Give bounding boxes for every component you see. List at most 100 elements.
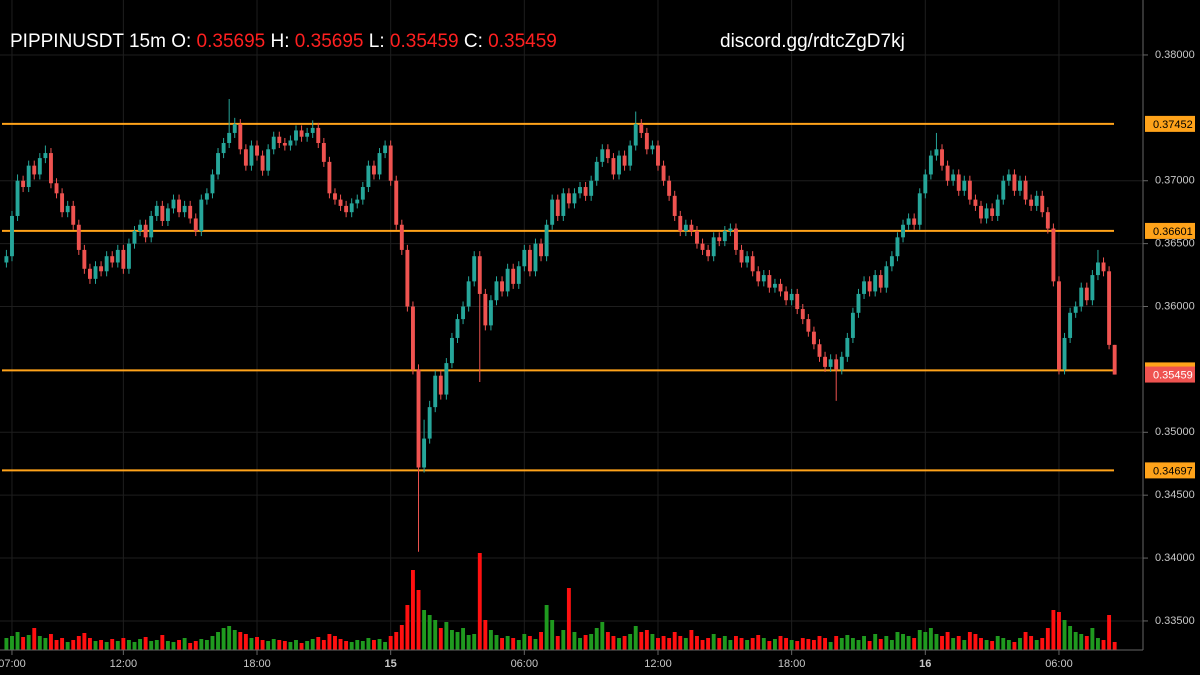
candle-body [65,205,70,213]
candle-body [745,256,750,263]
volume-bar [99,640,104,650]
volume-bar [912,638,917,650]
y-tick-label: 0.36500 [1155,238,1195,250]
x-tick-label: 15 [385,658,397,670]
volume-bar [1006,640,1011,650]
volume-bar [132,642,137,650]
candle-body [483,293,488,326]
volume-bar [282,641,287,650]
level-tag-label: 0.37452 [1153,119,1193,131]
volume-bar [984,640,989,650]
volume-bar [60,638,65,650]
volume-bar [366,638,371,650]
volume-bar [990,641,995,650]
volume-bar [901,634,905,650]
volume-bar [533,639,538,650]
x-tick-label: 16 [919,658,931,670]
volume-bar [399,625,404,650]
volume-bar [249,638,254,650]
volume-bar [756,635,761,650]
candle-body [338,199,343,206]
volume-bar [444,622,449,650]
volume-bar [895,632,900,650]
candle-body [912,218,917,225]
candle-body [828,359,833,367]
volume-bar [82,633,87,650]
candle-body [750,256,755,272]
candle-body [784,291,789,301]
candle-body [1023,180,1028,200]
volume-bar [310,639,315,650]
x-tick-label: 06:00 [1045,658,1073,670]
volume-bar [54,640,59,650]
volume-bar [416,590,421,650]
candle-body [299,130,304,137]
candle-body [979,205,983,219]
candle-body [795,293,800,310]
candle-body [683,224,688,232]
volume-bar [711,634,716,650]
x-tick-label: 18:00 [778,658,806,670]
volume-bar [427,615,432,650]
candle-body [628,145,633,166]
volume-bar [850,638,855,650]
ohlc-value: 0.35695 [197,31,266,52]
volume-bar [165,641,170,650]
candle-body [617,155,621,175]
volume-bar [43,638,48,650]
candle-body [889,256,894,267]
candle-body [438,375,443,395]
candle-body [806,319,811,332]
volume-bar [511,638,516,650]
volume-bar [1096,638,1100,650]
candle-body [533,243,538,272]
volume-bar [1068,626,1073,650]
candle-body [756,271,761,282]
candle-body [661,165,666,181]
candle-body [488,300,493,326]
volume-bar [644,630,649,650]
volume-bar [605,632,610,650]
level-tag [1145,115,1195,132]
volume-bar [967,632,972,650]
candle-body [1079,287,1084,307]
volume-bar [817,636,822,650]
candle-body [394,180,399,225]
x-tick-label: 18:00 [243,658,271,670]
volume-bar [388,636,393,650]
volume-bar [1040,638,1045,650]
volume-bar [722,636,727,650]
volume-bar [49,634,53,650]
level-tag [1145,462,1195,479]
candle-body [1073,306,1078,313]
y-tick-label: 0.37000 [1155,175,1195,187]
candle-body [873,275,878,292]
volume-bar [689,630,694,650]
volume-bar [299,643,304,650]
volume-bar [800,638,805,650]
candle-body [811,331,816,345]
volume-bar [143,637,148,650]
volume-bar [505,636,510,650]
volume-bar [973,634,978,650]
candle-body [1062,337,1067,370]
volume-bar [561,630,566,650]
candle-body [288,140,293,146]
candle-body [49,153,53,184]
candle-body [266,149,271,171]
volume-bar [394,632,399,650]
candle-body [656,145,660,166]
candle-body [639,124,644,133]
volume-bar [1029,636,1034,650]
candle-body [344,205,349,213]
candle-body [711,237,716,257]
candle-body [221,143,226,154]
y-tick-label: 0.38000 [1155,49,1195,61]
candle-body [962,180,967,191]
candle-body [121,249,126,269]
volume-bar [527,636,532,650]
volume-bar [806,639,811,650]
volume-bar [21,637,26,650]
